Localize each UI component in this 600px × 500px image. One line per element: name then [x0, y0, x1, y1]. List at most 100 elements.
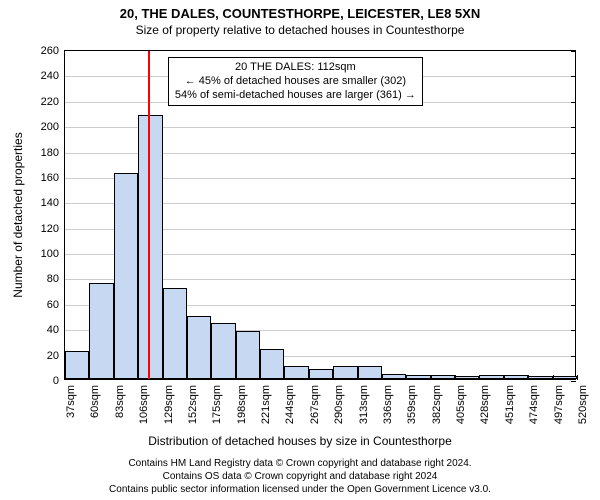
- xtick-mark: [89, 375, 90, 380]
- xtick-mark: [236, 375, 237, 380]
- histogram-bar: [236, 331, 260, 379]
- ytick-mark: [571, 229, 576, 230]
- xtick-label: 313sqm: [358, 385, 370, 424]
- xtick-mark: [577, 375, 578, 380]
- histogram-bar: [211, 323, 235, 379]
- histogram-bar: [455, 376, 479, 379]
- xtick-label: 382sqm: [431, 385, 443, 424]
- ytick-mark: [571, 330, 576, 331]
- xtick-mark: [479, 375, 480, 380]
- xtick-label: 405sqm: [455, 385, 467, 424]
- xtick-label: 267sqm: [309, 385, 321, 424]
- xtick-mark: [114, 375, 115, 380]
- xtick-label: 244sqm: [284, 385, 296, 424]
- ytick-mark: [571, 279, 576, 280]
- xtick-mark: [504, 375, 505, 380]
- histogram-bar: [284, 366, 308, 379]
- histogram-bar: [553, 376, 577, 379]
- histogram-bar: [260, 349, 284, 379]
- ytick-mark: [571, 127, 576, 128]
- xtick-mark: [163, 375, 164, 380]
- xtick-label: 359sqm: [406, 385, 418, 424]
- histogram-bar: [333, 366, 357, 379]
- ytick-mark: [571, 305, 576, 306]
- histogram-bar: [163, 288, 187, 379]
- ytick-label: 60: [47, 299, 65, 311]
- histogram-bar: [89, 283, 113, 379]
- chart-title: 20, THE DALES, COUNTESTHORPE, LEICESTER,…: [0, 0, 600, 23]
- x-axis-label: Distribution of detached houses by size …: [0, 434, 600, 448]
- xtick-label: 474sqm: [528, 385, 540, 424]
- xtick-mark: [382, 375, 383, 380]
- histogram-bar: [358, 366, 382, 379]
- xtick-label: 290sqm: [333, 385, 345, 424]
- xtick-mark: [65, 375, 66, 380]
- ytick-label: 140: [41, 197, 65, 209]
- xtick-mark: [211, 375, 212, 380]
- xtick-mark: [187, 375, 188, 380]
- footer-line2: Contains OS data © Crown copyright and d…: [0, 470, 600, 483]
- histogram-bar: [187, 316, 211, 379]
- histogram-bar: [431, 375, 455, 379]
- ytick-label: 200: [41, 121, 65, 133]
- xtick-mark: [528, 375, 529, 380]
- xtick-label: 336sqm: [382, 385, 394, 424]
- ytick-mark: [571, 153, 576, 154]
- ytick-label: 0: [53, 375, 65, 387]
- ytick-mark: [571, 178, 576, 179]
- ytick-label: 100: [41, 248, 65, 260]
- xtick-label: 198sqm: [236, 385, 248, 424]
- ytick-label: 180: [41, 147, 65, 159]
- ytick-label: 220: [41, 96, 65, 108]
- ytick-mark: [571, 381, 576, 382]
- xtick-mark: [455, 375, 456, 380]
- xtick-mark: [138, 375, 139, 380]
- chart-subtitle: Size of property relative to detached ho…: [0, 23, 600, 39]
- xtick-label: 497sqm: [553, 385, 565, 424]
- ytick-mark: [571, 203, 576, 204]
- y-axis-label: Number of detached properties: [11, 132, 25, 297]
- ytick-label: 40: [47, 324, 65, 336]
- xtick-mark: [260, 375, 261, 380]
- histogram-bar: [406, 375, 430, 379]
- xtick-label: 221sqm: [260, 385, 272, 424]
- xtick-label: 60sqm: [89, 385, 101, 418]
- footer-line3: Contains public sector information licen…: [0, 483, 600, 496]
- xtick-label: 152sqm: [187, 385, 199, 424]
- plot-area: 02040608010012014016018020022024026037sq…: [64, 50, 576, 380]
- histogram-bar: [114, 173, 138, 379]
- histogram-bar: [65, 351, 89, 379]
- ytick-label: 260: [41, 45, 65, 57]
- ytick-mark: [571, 76, 576, 77]
- marker-annotation: 20 THE DALES: 112sqm ← 45% of detached h…: [168, 57, 423, 106]
- ytick-label: 20: [47, 350, 65, 362]
- ytick-mark: [571, 254, 576, 255]
- xtick-mark: [406, 375, 407, 380]
- xtick-label: 175sqm: [211, 385, 223, 424]
- ytick-label: 160: [41, 172, 65, 184]
- histogram-bar: [138, 115, 162, 379]
- xtick-label: 451sqm: [504, 385, 516, 424]
- xtick-label: 520sqm: [577, 385, 589, 424]
- xtick-mark: [284, 375, 285, 380]
- footer-line1: Contains HM Land Registry data © Crown c…: [0, 457, 600, 470]
- histogram-bar: [479, 375, 503, 379]
- ytick-mark: [571, 356, 576, 357]
- histogram-bar: [528, 376, 552, 379]
- annotation-line3: 54% of semi-detached houses are larger (…: [175, 89, 416, 103]
- marker-line: [148, 51, 150, 379]
- annotation-line1: 20 THE DALES: 112sqm: [175, 61, 416, 75]
- xtick-label: 106sqm: [138, 385, 150, 424]
- ytick-mark: [571, 102, 576, 103]
- xtick-label: 37sqm: [65, 385, 77, 418]
- xtick-label: 129sqm: [163, 385, 175, 424]
- xtick-mark: [431, 375, 432, 380]
- xtick-label: 83sqm: [114, 385, 126, 418]
- ytick-label: 120: [41, 223, 65, 235]
- histogram-bar: [504, 375, 528, 379]
- annotation-line2: ← 45% of detached houses are smaller (30…: [175, 75, 416, 89]
- histogram-bar: [382, 374, 406, 379]
- ytick-mark: [571, 51, 576, 52]
- histogram-bar: [309, 369, 333, 379]
- xtick-label: 428sqm: [479, 385, 491, 424]
